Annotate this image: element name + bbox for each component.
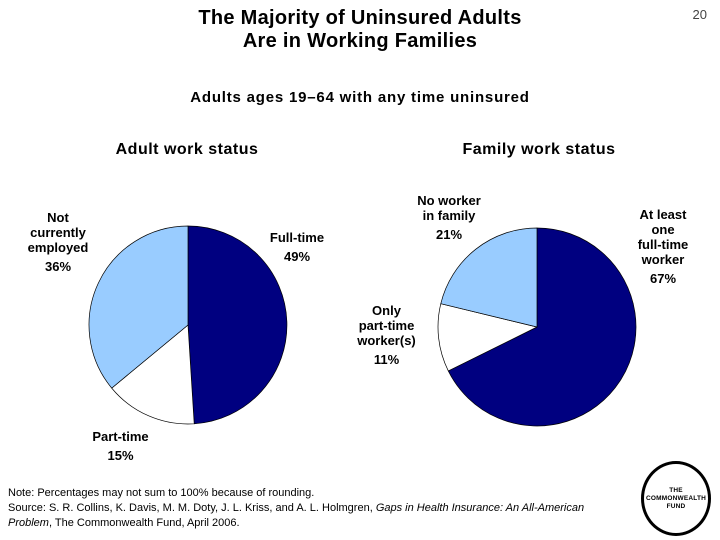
source-text: Source: S. R. Collins, K. Davis, M. M. D… [8,501,604,531]
note-text: Note: Percentages may not sum to 100% be… [8,487,315,499]
label-part-time: Part-time 15% [68,429,173,463]
source-prefix: Source: S. R. Collins, K. Davis, M. M. D… [8,502,376,514]
page-title-line-1: The Majority of Uninsured Adults [198,7,522,29]
chart-title-adult-work-status: Adult work status [115,141,259,158]
label-text: At least one full-time worker [637,207,689,267]
label-text: No worker in family [417,193,481,223]
label-text: Not currently employed [27,210,89,255]
label-percent: 36% [44,259,72,274]
commonwealth-fund-logo: THE COMMONWEALTH FUND [641,461,711,536]
label-percent: 49% [283,249,311,264]
chart-title-family-work-status: Family work status [462,141,616,158]
source-suffix: , The Commonwealth Fund, April 2006. [48,517,240,529]
label-only-part-time-workers: Only part-time worker(s) 11% [339,303,434,367]
label-text: Full-time [269,230,325,245]
commonwealth-fund-logo-text: THE COMMONWEALTH FUND [645,486,707,510]
pie-chart-family-work-status [437,227,637,427]
label-percent: 21% [435,227,463,242]
page-subtitle: Adults ages 19–64 with any time uninsure… [190,89,530,106]
label-text: Only part-time worker(s) [357,303,416,348]
label-percent: 11% [373,352,400,367]
label-no-worker-in-family: No worker in family 21% [394,193,504,242]
note-and-source: Note: Percentages may not sum to 100% be… [8,486,604,531]
label-percent: 67% [649,271,677,286]
label-not-currently-employed: Not currently employed 36% [8,210,108,274]
label-at-least-one-full-time-worker: At least one full-time worker 67% [627,207,699,286]
page-title: The Majority of Uninsured Adults Are in … [0,7,720,53]
label-text: Part-time [92,429,149,444]
label-percent: 15% [107,448,134,463]
pie-chart-adult-work-status [88,225,288,425]
source-title: Gaps in Health Insurance: An All-America… [8,502,585,529]
page-title-line-2: Are in Working Families [242,30,478,52]
slide-number: 20 [692,7,707,22]
label-full-time: Full-time 49% [252,230,342,264]
